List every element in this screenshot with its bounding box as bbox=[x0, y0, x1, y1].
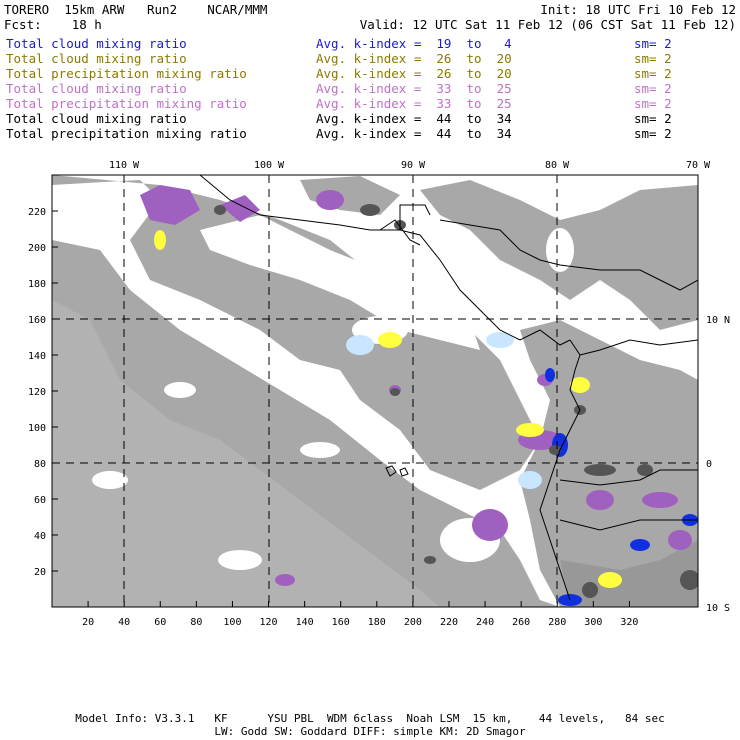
field-stat: Avg. k-index = 44 to 34 bbox=[316, 111, 512, 126]
x-tick-label: 40 bbox=[118, 617, 130, 628]
x-tick-label: 120 bbox=[260, 617, 278, 628]
yellow-layer bbox=[154, 230, 622, 588]
x-tick-label: 200 bbox=[404, 617, 422, 628]
lon-label: 110 W bbox=[109, 160, 140, 171]
y-tick-label: 80 bbox=[34, 459, 46, 470]
field-sm: sm= 2 bbox=[634, 96, 672, 111]
y-tick-label: 100 bbox=[28, 423, 46, 434]
field-name: Total precipitation mixing ratio bbox=[6, 66, 247, 81]
field-sm: sm= 2 bbox=[634, 81, 672, 96]
x-tick-label: 220 bbox=[440, 617, 458, 628]
field-stat: Avg. k-index = 26 to 20 bbox=[316, 51, 512, 66]
y-tick-label: 160 bbox=[28, 315, 46, 326]
x-tick-label: 240 bbox=[476, 617, 494, 628]
x-tick-label: 320 bbox=[620, 617, 638, 628]
lon-label: 90 W bbox=[401, 160, 426, 171]
field-stat: Avg. k-index = 33 to 25 bbox=[316, 96, 512, 111]
lon-label: 70 W bbox=[686, 160, 711, 171]
x-tick-label: 80 bbox=[190, 617, 202, 628]
x-tick-label: 60 bbox=[154, 617, 166, 628]
y-tick-label: 140 bbox=[28, 351, 46, 362]
field-name: Total cloud mixing ratio bbox=[6, 51, 187, 66]
header-left-1: TORERO 15km ARW Run2 NCAR/MMM bbox=[4, 2, 268, 17]
y-tick-label: 180 bbox=[28, 279, 46, 290]
x-tick-label: 160 bbox=[332, 617, 350, 628]
cloud-gray-layer bbox=[52, 175, 698, 607]
y-tick-label: 20 bbox=[34, 567, 46, 578]
x-tick-label: 180 bbox=[368, 617, 386, 628]
field-sm: sm= 2 bbox=[634, 111, 672, 126]
weather-map: 20 40 60 80 100 120 140 160 180 200 220 240 260 280 30… bbox=[28, 160, 730, 628]
lat-label: 10 S bbox=[706, 603, 730, 614]
grid-lines bbox=[52, 175, 698, 607]
dark-gray-layer bbox=[214, 204, 698, 598]
y-tick-label: 40 bbox=[34, 531, 46, 542]
x-tick-label: 140 bbox=[296, 617, 314, 628]
y-tick-label: 220 bbox=[28, 207, 46, 218]
axes: 20 40 60 80 100 120 140 160 180 200 220 240 260 280 30… bbox=[28, 160, 730, 628]
footer-line-2: LW: Godd SW: Goddard DIFF: simple KM: 2D… bbox=[214, 725, 526, 738]
header-left-2: Fcst: 18 h bbox=[4, 17, 102, 32]
field-stat: Avg. k-index = 44 to 34 bbox=[316, 126, 512, 141]
coastline-layer bbox=[199, 175, 698, 601]
field-stat: Avg. k-index = 26 to 20 bbox=[316, 66, 512, 81]
lon-label: 100 W bbox=[254, 160, 285, 171]
map-field bbox=[52, 175, 698, 607]
y-tick-label: 120 bbox=[28, 387, 46, 398]
field-sm: sm= 2 bbox=[634, 66, 672, 81]
clear-sky-layer bbox=[92, 215, 574, 570]
footer-line-1: Model Info: V3.3.1 KF YSU PBL WDM 6class… bbox=[75, 712, 665, 725]
lat-label: 10 N bbox=[706, 315, 730, 326]
x-tick-label: 260 bbox=[512, 617, 530, 628]
header-right-1: Init: 18 UTC Fri 10 Feb 12 bbox=[540, 2, 736, 17]
field-name: Total precipitation mixing ratio bbox=[6, 96, 247, 111]
x-tick-label: 300 bbox=[584, 617, 602, 628]
x-tick-label: 100 bbox=[223, 617, 241, 628]
field-stat: Avg. k-index = 19 to 4 bbox=[316, 36, 512, 51]
header-right-2: Valid: 12 UTC Sat 11 Feb 12 (06 CST Sat … bbox=[359, 17, 736, 32]
x-tick-label: 20 bbox=[82, 617, 94, 628]
field-sm: sm= 2 bbox=[634, 51, 672, 66]
field-sm: sm= 2 bbox=[634, 126, 672, 141]
field-name: Total cloud mixing ratio bbox=[6, 36, 187, 51]
field-sm: sm= 2 bbox=[634, 36, 672, 51]
lat-label: 0 bbox=[706, 459, 712, 470]
x-tick-label: 280 bbox=[548, 617, 566, 628]
light-blue-layer bbox=[346, 332, 542, 489]
field-name: Total cloud mixing ratio bbox=[6, 81, 187, 96]
purple-layer bbox=[140, 185, 692, 586]
y-tick-label: 60 bbox=[34, 495, 46, 506]
y-tick-label: 200 bbox=[28, 243, 46, 254]
lon-label: 80 W bbox=[545, 160, 570, 171]
field-stat: Avg. k-index = 33 to 25 bbox=[316, 81, 512, 96]
field-name: Total cloud mixing ratio bbox=[6, 111, 187, 126]
field-name: Total precipitation mixing ratio bbox=[6, 126, 247, 141]
